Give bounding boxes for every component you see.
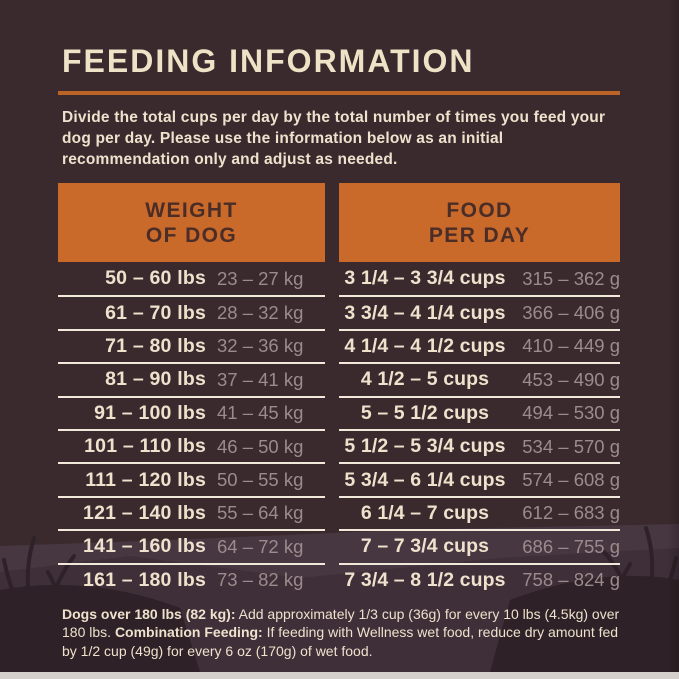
cell-food-cups: 4 1/4 – 4 1/2 cups bbox=[344, 334, 506, 357]
row-food-group: 5 3/4 – 6 1/4 cups 574 – 608 g bbox=[339, 462, 620, 495]
cell-food-cups: 3 1/4 – 3 3/4 cups bbox=[344, 267, 506, 290]
table-row: 61 – 70 lbs 28 – 32 kg 3 3/4 – 4 1/4 cups 3… bbox=[58, 295, 620, 328]
package-edge-shading bbox=[667, 0, 679, 679]
cell-food-cups: 5 – 5 1/2 cups bbox=[360, 401, 490, 424]
cell-food-cups: 7 3/4 – 8 1/2 cups bbox=[344, 568, 506, 591]
table-row: 91 – 100 lbs 41 – 45 kg 5 – 5 1/2 cups 494 … bbox=[58, 395, 620, 429]
table-row: 111 – 120 lbs 50 – 55 kg 5 3/4 – 6 1/4 cup… bbox=[58, 462, 620, 495]
footnote-bold-dogs-over-180: Dogs over 180 lbs (82 kg): bbox=[62, 605, 236, 622]
row-weight-group: 91 – 100 lbs 41 – 45 kg bbox=[58, 395, 325, 429]
cell-weight-lbs: 111 – 120 lbs bbox=[85, 468, 206, 491]
row-weight-group: 161 – 180 lbs 73 – 82 kg bbox=[58, 562, 325, 596]
cell-weight-kg: 28 – 32 kg bbox=[217, 302, 304, 324]
cell-weight-lbs: 50 – 60 lbs bbox=[105, 267, 206, 290]
table-row: 121 – 140 lbs 55 – 64 kg 6 1/4 – 7 cups 612… bbox=[58, 495, 620, 529]
row-weight-group: 61 – 70 lbs 28 – 32 kg bbox=[58, 295, 325, 328]
row-food-group: 3 1/4 – 3 3/4 cups 315 – 362 g bbox=[339, 262, 620, 295]
row-weight-group: 71 – 80 lbs 32 – 36 kg bbox=[58, 328, 325, 362]
cell-food-cups: 5 1/2 – 5 3/4 cups bbox=[344, 435, 506, 458]
table-header: WEIGHT OF DOG FOOD PER DAY bbox=[58, 183, 620, 262]
cell-food-cups: 5 3/4 – 6 1/4 cups bbox=[344, 468, 506, 491]
cell-weight-kg: 41 – 45 kg bbox=[217, 402, 304, 424]
table-row: 81 – 90 lbs 37 – 41 kg 4 1/2 – 5 cups 453 –… bbox=[58, 362, 620, 395]
package-bottom-edge bbox=[0, 672, 679, 679]
title-underline bbox=[58, 91, 620, 95]
cell-food-cups: 7 – 7 3/4 cups bbox=[360, 535, 490, 558]
cell-weight-kg: 55 – 64 kg bbox=[217, 502, 304, 524]
cell-weight-kg: 50 – 55 kg bbox=[217, 469, 304, 491]
footnote-text-over-180: Add approximately 1/3 cup (36g) for ever… bbox=[62, 605, 620, 641]
cell-weight-kg: 73 – 82 kg bbox=[217, 569, 304, 591]
row-weight-group: 141 – 160 lbs 64 – 72 kg bbox=[58, 529, 325, 562]
cell-weight-lbs: 71 – 80 lbs bbox=[105, 334, 206, 357]
row-food-group: 4 1/4 – 4 1/2 cups 410 – 449 g bbox=[339, 328, 620, 362]
row-food-group: 5 – 5 1/2 cups 494 – 530 g bbox=[339, 395, 620, 429]
cell-food-grams: 410 – 449 g bbox=[522, 335, 620, 357]
cell-food-grams: 758 – 824 g bbox=[522, 569, 620, 591]
row-weight-group: 121 – 140 lbs 55 – 64 kg bbox=[58, 495, 325, 529]
cell-food-grams: 494 – 530 g bbox=[522, 402, 620, 424]
cell-food-grams: 453 – 490 g bbox=[522, 368, 620, 390]
row-food-group: 3 3/4 – 4 1/4 cups 366 – 406 g bbox=[339, 295, 620, 328]
row-food-group: 5 1/2 – 5 3/4 cups 534 – 570 g bbox=[339, 428, 620, 462]
cell-weight-lbs: 161 – 180 lbs bbox=[83, 568, 206, 591]
row-weight-group: 50 – 60 lbs 23 – 27 kg bbox=[58, 262, 325, 295]
footnote: Dogs over 180 lbs (82 kg): Add approxima… bbox=[62, 605, 620, 661]
table-row: 141 – 160 lbs 64 – 72 kg 7 – 7 3/4 cups 686… bbox=[58, 529, 620, 562]
grass-blades-right bbox=[574, 526, 678, 610]
table-row: 161 – 180 lbs 73 – 82 kg 7 3/4 – 8 1/2 cup… bbox=[58, 562, 620, 596]
row-weight-group: 111 – 120 lbs 50 – 55 kg bbox=[58, 462, 325, 495]
cell-food-grams: 534 – 570 g bbox=[522, 435, 620, 457]
header-weight-line2: OF DOG bbox=[145, 223, 238, 247]
header-food-line1: FOOD bbox=[446, 198, 513, 222]
cell-food-grams: 686 – 755 g bbox=[522, 535, 620, 557]
row-food-group: 6 1/4 – 7 cups 612 – 683 g bbox=[339, 495, 620, 529]
row-food-group: 4 1/2 – 5 cups 453 – 490 g bbox=[339, 362, 620, 395]
cell-weight-kg: 32 – 36 kg bbox=[217, 335, 304, 357]
header-food-per-day: FOOD PER DAY bbox=[339, 183, 620, 262]
table-row: 50 – 60 lbs 23 – 27 kg 3 1/4 – 3 3/4 cups 3… bbox=[58, 262, 620, 295]
cell-weight-lbs: 81 – 90 lbs bbox=[105, 368, 206, 391]
cell-weight-lbs: 101 – 110 lbs bbox=[84, 435, 206, 458]
cell-weight-lbs: 91 – 100 lbs bbox=[94, 401, 206, 424]
cell-weight-kg: 37 – 41 kg bbox=[217, 368, 304, 390]
table-row: 71 – 80 lbs 32 – 36 kg 4 1/4 – 4 1/2 cups 4… bbox=[58, 328, 620, 362]
cell-food-cups: 4 1/2 – 5 cups bbox=[360, 368, 490, 391]
ground-mound-right bbox=[490, 575, 679, 672]
landscape-silhouette bbox=[0, 524, 679, 672]
header-weight-line1: WEIGHT bbox=[145, 198, 238, 222]
footnote-text-combination: If feeding with Wellness wet food, reduc… bbox=[62, 624, 619, 659]
cell-food-grams: 366 – 406 g bbox=[522, 302, 620, 324]
cell-weight-kg: 64 – 72 kg bbox=[217, 535, 304, 557]
cell-food-grams: 574 – 608 g bbox=[522, 469, 620, 491]
footnote-bold-combination-feeding: Combination Feeding: bbox=[114, 624, 263, 641]
row-weight-group: 81 – 90 lbs 37 – 41 kg bbox=[58, 362, 325, 395]
row-food-group: 7 – 7 3/4 cups 686 – 755 g bbox=[339, 529, 620, 562]
cell-food-grams: 315 – 362 g bbox=[522, 267, 620, 289]
cell-food-cups: 6 1/4 – 7 cups bbox=[360, 501, 490, 524]
table-rows: 50 – 60 lbs 23 – 27 kg 3 1/4 – 3 3/4 cups 3… bbox=[58, 262, 620, 596]
cell-weight-lbs: 61 – 70 lbs bbox=[105, 301, 206, 324]
cell-weight-lbs: 141 – 160 lbs bbox=[83, 535, 206, 558]
cell-food-grams: 612 – 683 g bbox=[522, 502, 620, 524]
cell-weight-lbs: 121 – 140 lbs bbox=[83, 501, 206, 524]
row-weight-group: 101 – 110 lbs 46 – 50 kg bbox=[58, 428, 325, 462]
header-weight-of-dog: WEIGHT OF DOG bbox=[58, 183, 325, 262]
cell-food-cups: 3 3/4 – 4 1/4 cups bbox=[344, 301, 506, 324]
cell-weight-kg: 46 – 50 kg bbox=[217, 435, 304, 457]
table-row: 101 – 110 lbs 46 – 50 kg 5 1/2 – 5 3/4 cup… bbox=[58, 428, 620, 462]
cell-weight-kg: 23 – 27 kg bbox=[217, 267, 304, 289]
intro-text: Divide the total cups per day by the tot… bbox=[62, 109, 606, 168]
grass-blades-left bbox=[2, 536, 108, 616]
header-food-line2: PER DAY bbox=[428, 223, 531, 247]
page-title: FEEDING INFORMATION bbox=[62, 43, 475, 79]
row-food-group: 7 3/4 – 8 1/2 cups 758 – 824 g bbox=[339, 562, 620, 596]
